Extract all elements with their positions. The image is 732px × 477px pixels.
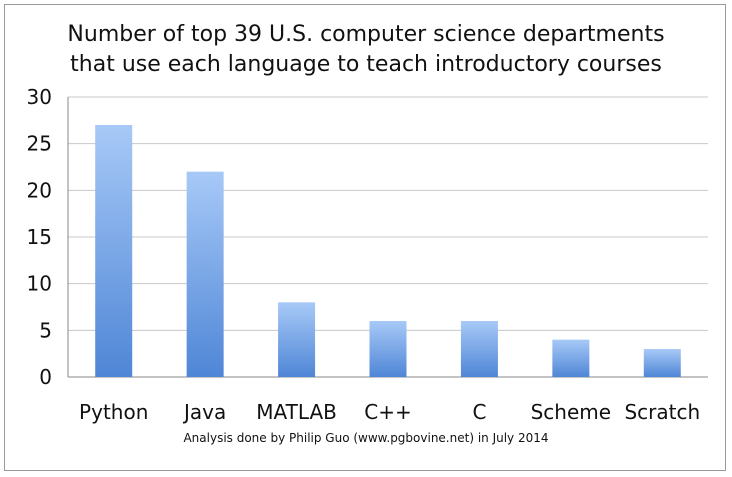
x-category-label: Python <box>79 400 148 424</box>
chart-title: Number of top 39 U.S. computer science d… <box>0 20 732 80</box>
bar-scratch <box>643 349 681 377</box>
bars <box>95 125 681 377</box>
x-category-label: C <box>472 400 486 424</box>
x-category-label: Java <box>182 400 226 424</box>
x-category-label: C++ <box>364 400 411 424</box>
bar-java <box>186 171 224 377</box>
y-tick-label: 0 <box>39 365 52 389</box>
y-tick-label: 10 <box>27 272 52 296</box>
x-axis-category-labels: Python Java MATLAB C++ C Scheme Scratch <box>79 400 700 424</box>
footnote: Analysis done by Philip Guo (www.pgbovin… <box>183 431 549 445</box>
x-category-label: Scratch <box>624 400 700 424</box>
y-tick-label: 5 <box>39 318 52 342</box>
y-axis-tick-labels: 0 5 10 15 20 25 30 <box>27 85 52 389</box>
y-tick-label: 20 <box>27 178 52 202</box>
gridlines <box>67 96 708 378</box>
chart-title-line-1: Number of top 39 U.S. computer science d… <box>67 22 665 47</box>
bar-c <box>460 321 498 377</box>
y-tick-label: 30 <box>27 85 52 109</box>
chart-title-line-2: that use each language to teach introduc… <box>70 52 662 77</box>
y-tick-label: 25 <box>27 132 52 156</box>
y-tick-label: 15 <box>27 225 52 249</box>
x-category-label: Scheme <box>531 400 611 424</box>
x-category-label: MATLAB <box>256 400 337 424</box>
bar-scheme <box>552 339 590 377</box>
bar-matlab <box>278 302 316 377</box>
bar-c- <box>369 321 407 377</box>
bar-python <box>95 125 133 377</box>
